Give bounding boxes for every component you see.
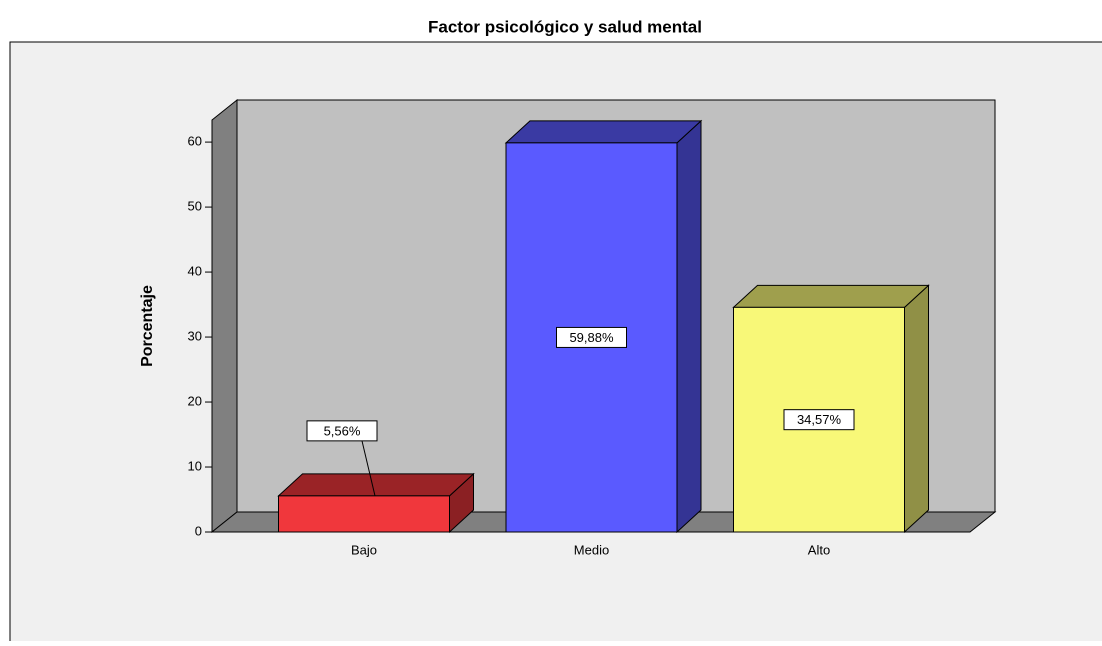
bar	[278, 495, 450, 533]
value-label: 5,56%	[324, 423, 361, 438]
left-wall	[211, 98, 238, 534]
y-tick-label: 30	[188, 328, 202, 343]
bar-top	[277, 473, 475, 497]
y-tick-label: 0	[195, 523, 202, 538]
y-axis-label: Porcentaje	[139, 285, 156, 367]
bar-side	[904, 284, 929, 534]
y-tick-label: 60	[188, 134, 202, 149]
label-leader	[361, 440, 376, 496]
value-label: 59,88%	[569, 330, 614, 345]
value-label: 34,57%	[797, 412, 842, 427]
y-tick-label: 40	[188, 264, 202, 279]
value-label-box	[783, 409, 855, 431]
y-tick-label: 10	[188, 458, 202, 473]
x-tick-label: Bajo	[351, 542, 377, 557]
y-tick-label: 50	[188, 199, 202, 214]
y-tick-label: 20	[188, 393, 202, 408]
x-tick-label: Medio	[574, 542, 609, 557]
bar-top	[732, 284, 930, 308]
bar-top	[504, 120, 703, 144]
x-tick-label: Alto	[808, 542, 830, 557]
value-label-box	[306, 420, 378, 442]
value-label-box	[556, 326, 627, 348]
bar-side	[676, 119, 702, 534]
chart-title: Factor psicológico y salud mental	[428, 17, 702, 36]
